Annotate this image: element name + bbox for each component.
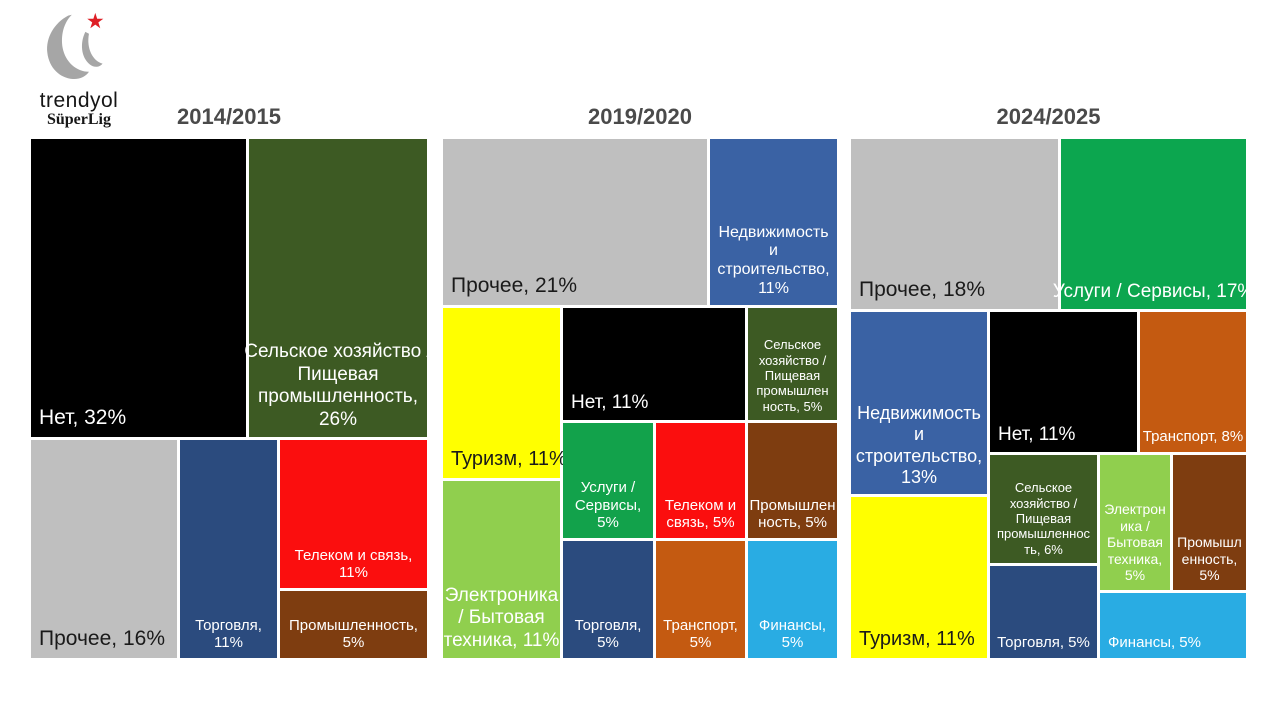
treemap-cell-telecom: Телеком и связь, 11% [280,440,427,588]
treemap-cell-telecom: Телеком и связь, 5% [656,423,745,538]
cell-label: Транспорт, 8% [1142,428,1244,446]
league-name: SüperLig [46,111,111,128]
treemap-cell-agriculture-food: Сельское хозяйство / Пищевая промышленност… [244,139,432,437]
treemap-title-2024-2025: 2024/2025 [996,104,1101,129]
cell-label: Прочее, 18% [859,278,985,302]
treemap-cell-other: Прочее, 21% [443,139,707,305]
trophy-icon [47,12,104,79]
cell-label: Услуги / Сервисы, 5% [574,478,642,532]
cell-label: Торговля, 5% [574,616,642,652]
cell-label: Торговля, 11% [195,616,262,652]
cell-label: Телеком и связь, 5% [664,496,737,532]
cell-label: Нет, 11% [998,423,1076,445]
trophy-inner-swoosh [81,31,103,67]
treemap-cell-tourism: Туризм, 11% [443,308,567,478]
treemap-cell-none: Нет, 11% [563,308,745,420]
star-icon [87,12,104,29]
treemap-title-2014-2015: 2014/2015 [177,104,281,129]
treemap-cell-transport: Транспорт, 8% [1140,312,1246,452]
cell-label: Туризм, 11% [859,628,975,651]
treemap-cell-electronics-appliances: Электроника / Бытовая техника, 11% [443,481,560,658]
treemap-cell-tourism: Туризм, 11% [851,497,987,658]
cell-label: Финансы, 5% [758,616,827,652]
treemap-cell-none: Нет, 11% [990,312,1137,452]
treemap-cell-other: Прочее, 16% [31,440,177,658]
treemap-cell-finance: Финансы, 5% [748,541,837,658]
league-logo: trendyol SüperLig [20,12,138,129]
cell-label: Промышленность,5% [289,616,418,652]
treemap-2019-2020: 2019/2020 Прочее, 21% Недвижимость и строит… [443,104,837,658]
treemap-cell-real-estate-construction: Недвижимость и строительство, 13% [851,312,987,494]
brand-name: trendyol [39,89,119,112]
treemap-cell-industry: Промышлен ность, 5% [748,423,837,538]
cell-label: Туризм, 11% [451,448,567,471]
treemap-cell-transport: Транспорт, 5% [656,541,745,658]
cell-label: Электроника / Бытовая техника, 11% [443,584,560,651]
cell-label: Телеком и связь, 11% [294,546,413,582]
treemap-cell-trade: Торговля, 5% [990,566,1097,658]
cell-label: Прочее, 16% [39,627,165,651]
treemap-cell-electronics-appliances: Электрон ика / Бытовая техника, 5% [1100,455,1170,590]
cell-label: Прочее, 21% [451,274,577,298]
cell-label: Сельское хозяйство / Пищевая промышленност… [244,341,432,430]
cell-label: Торговля, 5% [997,634,1090,652]
treemap-cell-none: Нет, 32% [31,139,246,437]
cell-label: Финансы, 5% [1108,634,1201,652]
cell-label: Электрон ика / Бытовая техника, 5% [1104,501,1166,584]
cell-label: Нет, 11% [571,391,649,413]
treemap-cell-trade: Торговля, 11% [180,440,277,658]
treemap-cell-real-estate-construction: Недвижимость и строительство, 11% [710,139,837,305]
cell-label: Транспорт, 5% [663,616,738,652]
cell-label: Промышлен ность, 5% [749,496,836,532]
treemap-cell-trade: Торговля, 5% [563,541,653,658]
cell-label: Недвижимость и строительство, 13% [855,403,983,487]
cell-label: Недвижимость и строительство, 11% [717,223,830,298]
cell-label: Услуги / Сервисы, 17% [1052,280,1255,302]
treemap-cell-industry: Промышленность,5% [280,591,427,658]
treemap-2024-2025: 2024/2025 Прочее, 18% Услуги / Сервисы, 1… [851,104,1254,658]
treemap-cell-finance: Финансы, 5% [1100,593,1246,658]
treemap-cell-services: Услуги / Сервисы, 17% [1053,139,1254,309]
treemap-cell-services: Услуги / Сервисы, 5% [563,423,653,538]
treemap-cell-other: Прочее, 18% [851,139,1058,309]
trophy-outer-swoosh [47,14,89,79]
cell-label: Нет, 32% [39,406,127,430]
treemap-2014-2015: 2014/2015 Нет, 32% Сельское хозяйство / Пи… [31,104,432,658]
treemap-title-2019-2020: 2019/2020 [588,104,692,129]
